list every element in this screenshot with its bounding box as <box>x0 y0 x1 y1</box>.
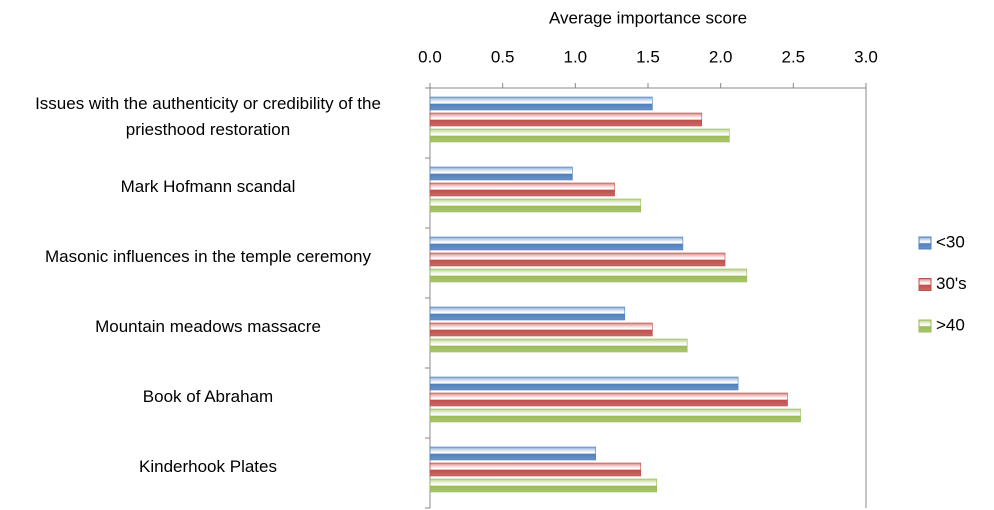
bar <box>429 236 684 251</box>
x-tick-label: 3.0 <box>854 47 878 66</box>
bar <box>429 338 688 353</box>
bar <box>429 128 730 143</box>
legend-label: >40 <box>936 315 965 334</box>
bar <box>429 446 596 461</box>
bar <box>429 112 703 127</box>
category-label: Book of Abraham <box>142 387 274 406</box>
category-label: Kinderhook Plates <box>139 457 277 476</box>
bar <box>429 392 788 407</box>
category-label: Mark Hofmann scandal <box>120 177 296 196</box>
x-tick-label: 2.0 <box>709 47 733 66</box>
x-tick-label: 2.5 <box>782 47 806 66</box>
category-label: Issues with the authenticity or credibil… <box>35 94 381 139</box>
legend-label: 30's <box>936 274 967 293</box>
bar <box>429 268 748 283</box>
legend-label: <30 <box>936 232 965 251</box>
bar <box>429 462 642 477</box>
bar <box>429 198 642 213</box>
bar <box>429 408 801 423</box>
x-tick-label: 1.0 <box>564 47 588 66</box>
bar <box>429 252 726 267</box>
bar <box>429 322 653 337</box>
bar <box>429 182 615 197</box>
bar <box>429 478 658 493</box>
x-tick-label: 0.5 <box>491 47 515 66</box>
bar <box>429 96 653 111</box>
legend-swatch <box>918 236 932 250</box>
bar <box>429 166 573 181</box>
legend-swatch <box>918 278 932 291</box>
category-label: Masonic influences in the temple ceremon… <box>45 247 371 266</box>
x-tick-label: 1.5 <box>636 47 660 66</box>
category-label: Mountain meadows massacre <box>95 317 321 336</box>
x-tick-label: 0.0 <box>418 47 442 66</box>
bar <box>429 376 739 391</box>
legend-swatch <box>918 319 932 333</box>
bar <box>429 306 626 321</box>
axis-title: Average importance score <box>549 8 747 27</box>
